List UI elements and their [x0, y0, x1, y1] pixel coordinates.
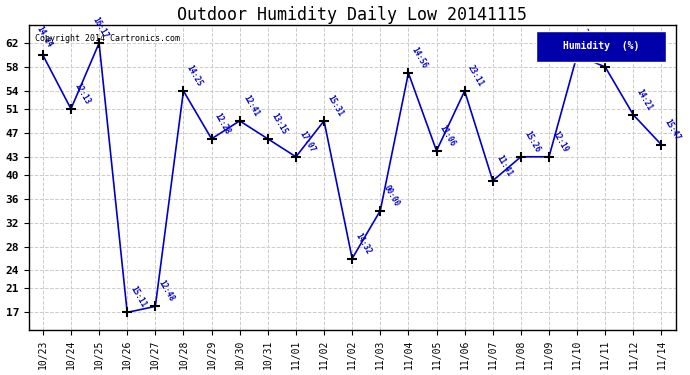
Text: 14:25: 14:25 — [185, 63, 204, 88]
Text: 23:11: 23:11 — [466, 63, 485, 88]
Text: 15:26: 15:26 — [522, 129, 542, 154]
Text: Copyright 2014 Cartronics.com: Copyright 2014 Cartronics.com — [35, 34, 180, 43]
Text: 15:47: 15:47 — [663, 117, 682, 142]
Text: 00:00: 00:00 — [382, 183, 401, 208]
Text: 12:13: 12:13 — [72, 81, 92, 106]
Text: 13:15: 13:15 — [269, 111, 288, 136]
Text: 21:54: 21:54 — [607, 39, 626, 64]
Title: Outdoor Humidity Daily Low 20141115: Outdoor Humidity Daily Low 20141115 — [177, 6, 527, 24]
Text: 22:34: 22:34 — [578, 27, 598, 52]
Text: 14:56: 14:56 — [410, 45, 429, 70]
Text: 12:48: 12:48 — [157, 279, 176, 303]
Text: 11:06: 11:06 — [438, 123, 457, 148]
Text: 14:32: 14:32 — [353, 231, 373, 255]
Text: 14:04: 14:04 — [34, 24, 54, 49]
Text: 17:07: 17:07 — [297, 129, 317, 154]
Text: 11:41: 11:41 — [494, 153, 513, 178]
Text: 15:31: 15:31 — [326, 93, 345, 118]
Text: 12:28: 12:28 — [213, 111, 233, 136]
Text: 12:41: 12:41 — [241, 93, 260, 118]
Text: 15:11: 15:11 — [128, 285, 148, 309]
Text: 16:17: 16:17 — [90, 15, 110, 40]
Text: 12:19: 12:19 — [551, 129, 570, 154]
Text: 14:21: 14:21 — [635, 87, 654, 112]
